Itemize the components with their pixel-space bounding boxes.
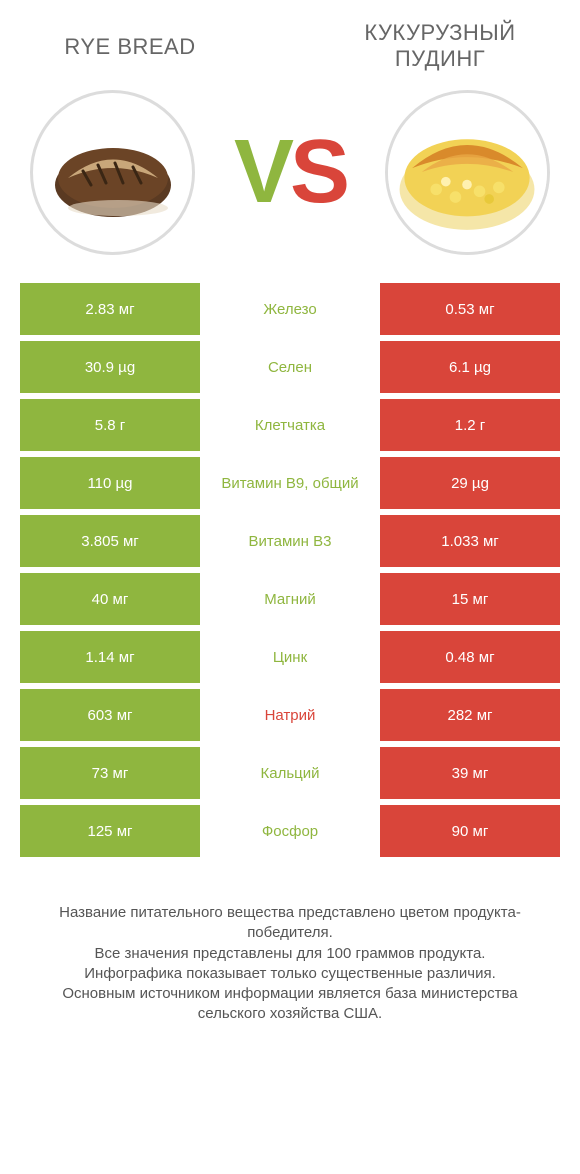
nutrient-label: Селен bbox=[200, 341, 380, 393]
nutrient-label: Витамин B9, общий bbox=[200, 457, 380, 509]
right-value: 6.1 µg bbox=[380, 341, 560, 393]
header: RYE BREAD КУКУРУЗНЫЙ ПУДИНГ bbox=[20, 20, 560, 82]
footer-line-1: Название питательного вещества представл… bbox=[30, 903, 550, 944]
right-value: 0.48 мг bbox=[380, 631, 560, 683]
table-row: 2.83 мгЖелезо0.53 мг bbox=[20, 283, 560, 335]
footer-line-2: Все значения представлены для 100 граммо… bbox=[30, 944, 550, 964]
rye-bread-icon bbox=[43, 123, 183, 223]
nutrient-label: Натрий bbox=[200, 689, 380, 741]
left-value: 603 мг bbox=[20, 689, 200, 741]
left-value: 5.8 г bbox=[20, 399, 200, 451]
left-value: 73 мг bbox=[20, 747, 200, 799]
left-food-image bbox=[30, 90, 195, 255]
footer-notes: Название питательного вещества представл… bbox=[20, 863, 560, 1025]
left-value: 1.14 мг bbox=[20, 631, 200, 683]
table-row: 73 мгКальций39 мг bbox=[20, 747, 560, 799]
table-row: 3.805 мгВитамин B31.033 мг bbox=[20, 515, 560, 567]
image-row: VS bbox=[20, 82, 560, 283]
nutrient-label: Железо bbox=[200, 283, 380, 335]
right-value: 29 µg bbox=[380, 457, 560, 509]
right-value: 15 мг bbox=[380, 573, 560, 625]
right-value: 282 мг bbox=[380, 689, 560, 741]
footer-line-4: Основным источником информации является … bbox=[30, 984, 550, 1025]
nutrient-label: Цинк bbox=[200, 631, 380, 683]
nutrient-label: Фосфор bbox=[200, 805, 380, 857]
left-title: RYE BREAD bbox=[30, 20, 230, 60]
table-row: 125 мгФосфор90 мг bbox=[20, 805, 560, 857]
table-row: 30.9 µgСелен6.1 µg bbox=[20, 341, 560, 393]
table-row: 5.8 гКлетчатка1.2 г bbox=[20, 399, 560, 451]
footer-line-3: Инфографика показывает только существенн… bbox=[30, 964, 550, 984]
right-value: 39 мг bbox=[380, 747, 560, 799]
left-value: 2.83 мг bbox=[20, 283, 200, 335]
right-value: 1.2 г bbox=[380, 399, 560, 451]
nutrient-label: Витамин B3 bbox=[200, 515, 380, 567]
left-value: 40 мг bbox=[20, 573, 200, 625]
comparison-table: 2.83 мгЖелезо0.53 мг 30.9 µgСелен6.1 µg 5.… bbox=[20, 283, 560, 857]
nutrient-label: Кальций bbox=[200, 747, 380, 799]
vs-label: VS bbox=[234, 121, 346, 224]
vs-s: S bbox=[290, 121, 346, 224]
vs-v: V bbox=[234, 121, 290, 224]
right-food-image bbox=[385, 90, 550, 255]
table-row: 110 µgВитамин B9, общий29 µg bbox=[20, 457, 560, 509]
table-row: 40 мгМагний15 мг bbox=[20, 573, 560, 625]
nutrient-label: Клетчатка bbox=[200, 399, 380, 451]
nutrient-label: Магний bbox=[200, 573, 380, 625]
left-value: 110 µg bbox=[20, 457, 200, 509]
left-value: 3.805 мг bbox=[20, 515, 200, 567]
right-title: КУКУРУЗНЫЙ ПУДИНГ bbox=[330, 20, 550, 72]
left-value: 30.9 µg bbox=[20, 341, 200, 393]
left-value: 125 мг bbox=[20, 805, 200, 857]
table-row: 603 мгНатрий282 мг bbox=[20, 689, 560, 741]
corn-pudding-icon bbox=[388, 90, 547, 255]
right-value: 1.033 мг bbox=[380, 515, 560, 567]
right-value: 90 мг bbox=[380, 805, 560, 857]
table-row: 1.14 мгЦинк0.48 мг bbox=[20, 631, 560, 683]
right-value: 0.53 мг bbox=[380, 283, 560, 335]
